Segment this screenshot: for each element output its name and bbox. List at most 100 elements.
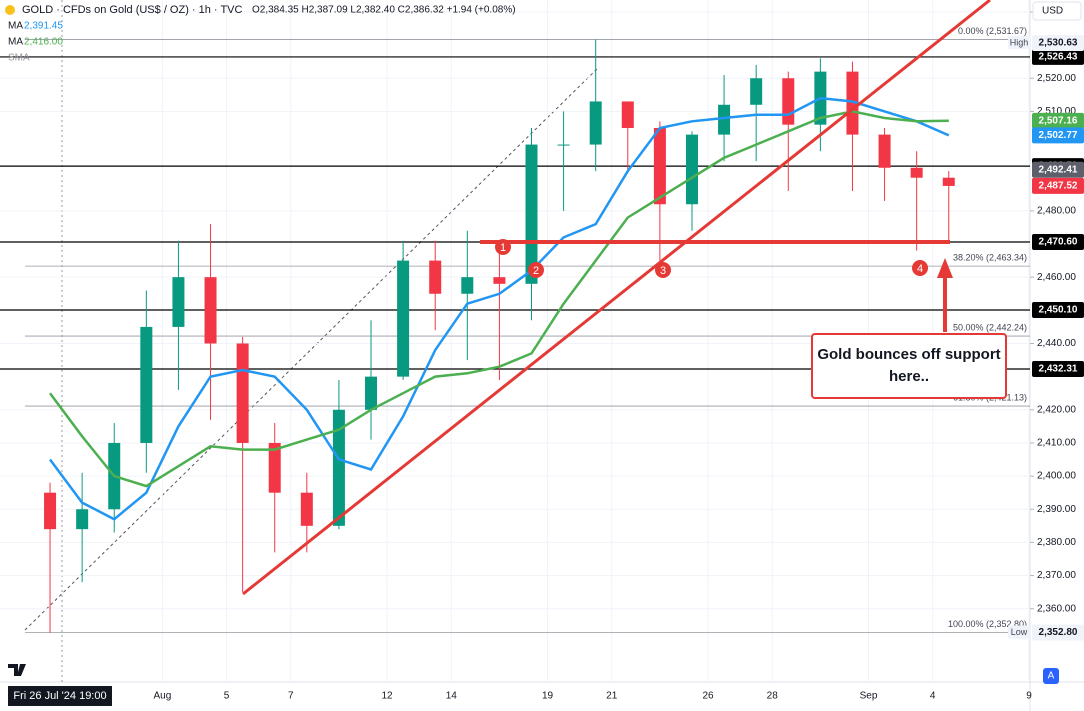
y-tick-label: 2,390.00 <box>1037 504 1076 515</box>
price-badge <box>1032 127 1084 144</box>
y-tick-label: 2,400.00 <box>1037 471 1076 482</box>
price-tag-label: High <box>1010 37 1029 47</box>
candle-body <box>268 442 281 493</box>
candle-body <box>365 376 378 410</box>
candle-body <box>942 177 955 186</box>
autoscale-button[interactable] <box>1043 668 1059 684</box>
fib-diagonal <box>24 67 599 631</box>
price-badge <box>1032 161 1084 178</box>
x-tick-label: Sep <box>860 691 878 702</box>
trendline <box>242 0 991 596</box>
x-tick-label: 7 <box>288 691 294 702</box>
candle-body <box>685 134 698 205</box>
arrow-head <box>937 258 953 278</box>
candle-body <box>76 509 89 530</box>
candle-body <box>493 277 506 284</box>
crosshair-label-box <box>8 686 112 706</box>
fib-label: 38.20% (2,463.34) <box>953 252 1027 262</box>
crosshair-label: Fri 26 Jul '24 19:00 <box>13 690 106 702</box>
candle-body <box>461 277 474 294</box>
ma-line <box>48 110 949 488</box>
price-badge <box>1032 177 1084 194</box>
price-badge-label: 2,502.77 <box>1039 130 1078 141</box>
x-tick-label: 12 <box>382 691 394 702</box>
ma-line <box>48 96 950 521</box>
candle-body <box>44 492 57 530</box>
price-tag <box>1008 36 1030 50</box>
indicator-name: MA <box>8 21 23 32</box>
grid <box>0 0 1030 682</box>
marker <box>528 262 544 278</box>
candle-body <box>236 343 249 443</box>
y-tick-label: 2,380.00 <box>1037 537 1076 548</box>
y-tick-label: 2,460.00 <box>1037 272 1076 283</box>
x-tick-label: 14 <box>446 691 458 702</box>
price-badge <box>1032 624 1084 641</box>
price-badge-label: 2,507.16 <box>1039 115 1078 126</box>
x-tick-label: 28 <box>767 691 779 702</box>
candle-body <box>429 260 442 294</box>
fib-label: 0.00% (2,531.67) <box>958 26 1027 36</box>
y-tick-label: 2,520.00 <box>1037 73 1076 84</box>
price-badge-label: 2,492.41 <box>1039 164 1078 175</box>
candle-body <box>525 144 538 284</box>
x-tick-label: Aug <box>153 691 171 702</box>
candle-body <box>910 167 923 178</box>
price-badge-label: 2,526.43 <box>1039 52 1078 63</box>
marker <box>912 260 928 276</box>
y-tick-label: 2,480.00 <box>1037 206 1076 217</box>
ohlc-legend: O2,384.35 H2,387.09 L2,382.40 C2,386.32 … <box>252 5 516 16</box>
candle-body <box>140 326 153 443</box>
candle-body <box>332 409 345 526</box>
indicator-name: SMA <box>8 53 30 64</box>
x-tick-label: 21 <box>606 691 618 702</box>
candle-body <box>653 127 666 205</box>
candle-body <box>878 134 891 168</box>
y-tick-label: 2,370.00 <box>1037 570 1076 581</box>
candle-body <box>204 277 217 344</box>
fib-label: 100.00% (2,352.80) <box>948 619 1027 629</box>
candle-body <box>300 492 313 526</box>
price-badge-label: 2,470.60 <box>1039 237 1078 248</box>
candle-body <box>718 104 731 135</box>
marker-label: 4 <box>917 263 923 275</box>
y-tick-label: 2,360.00 <box>1037 603 1076 614</box>
candle-body <box>589 101 602 145</box>
candle-body <box>750 78 763 105</box>
price-tag <box>1008 625 1030 639</box>
price-badge <box>1032 48 1084 65</box>
levels: 0.00% (2,531.67) 38.20% (2,463.34) 50.00% … <box>0 26 1030 633</box>
price-badge-label: 2,352.80 <box>1039 627 1078 638</box>
price-badge-label: 2,530.63 <box>1039 38 1078 49</box>
price-badge-label: 2,487.52 <box>1039 181 1078 192</box>
price-badge <box>1032 112 1084 129</box>
candle-body <box>557 144 570 146</box>
price-badge-label: 2,432.31 <box>1039 364 1078 375</box>
marker-label: 2 <box>533 265 539 277</box>
logo <box>8 664 26 676</box>
annotations: 1 2 3 4 <box>480 239 953 332</box>
currency-label[interactable]: USD <box>1042 6 1063 17</box>
x-tick-label: 5 <box>224 691 230 702</box>
indicator-value: 2,416.00 <box>24 37 63 48</box>
price-tag-label: Low <box>1011 627 1028 637</box>
marker <box>495 239 511 255</box>
candle-body <box>172 277 185 327</box>
y-tick-label: 2,410.00 <box>1037 438 1076 449</box>
indicator-name: MA <box>8 37 23 48</box>
callout: Gold bounces off support here.. <box>811 333 1007 399</box>
marker-label: 1 <box>500 242 506 254</box>
marker <box>655 262 671 278</box>
axes: 2,540.002,520.002,510.002,480.002,460.00… <box>153 7 1084 702</box>
autoscale-label[interactable]: A <box>1048 671 1055 682</box>
indicator-value: 2,391.45 <box>24 21 63 32</box>
symbol-title: GOLD · CFDs on Gold (US$ / OZ) · 1h · TV… <box>22 4 243 16</box>
price-badge <box>1032 234 1084 251</box>
y-tick-label: 2,440.00 <box>1037 338 1076 349</box>
x-tick-label: 9 <box>1026 691 1032 702</box>
price-badge <box>1032 302 1084 318</box>
fib-label: 50.00% (2,442.24) <box>953 322 1027 332</box>
candle-body <box>621 101 634 128</box>
currency-button[interactable] <box>1032 1 1082 21</box>
